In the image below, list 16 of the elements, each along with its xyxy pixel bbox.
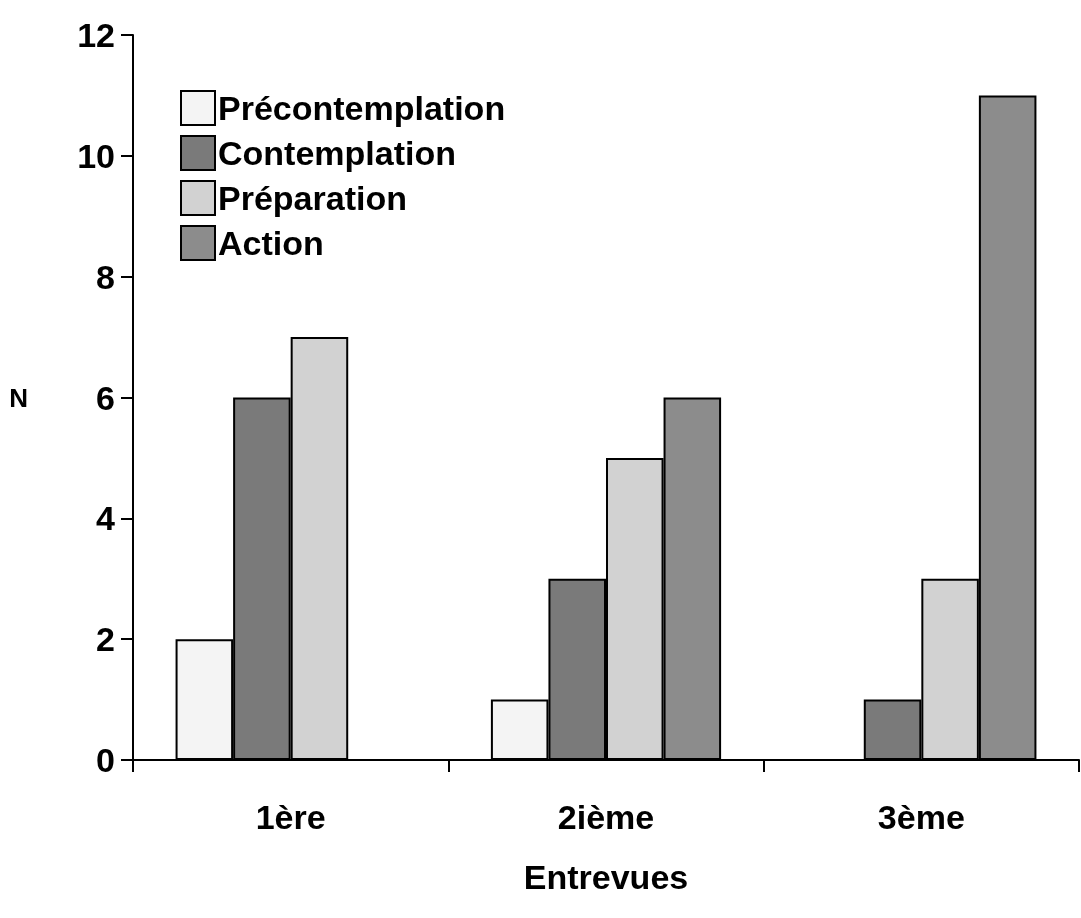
y-tick-label: 10 (77, 136, 115, 175)
legend-label: Action (218, 224, 324, 262)
x-tick-label: 1ère (255, 798, 326, 836)
y-tick-label: 0 (96, 741, 115, 779)
legend-label: Préparation (218, 179, 407, 217)
legend-label: Contemplation (218, 134, 456, 172)
y-tick-label: 6 (96, 378, 115, 417)
legend-label: Précontemplation (218, 89, 506, 127)
y-tick-label: 4 (96, 499, 116, 538)
y-tick-label: 8 (96, 257, 115, 296)
x-tick-label: 3ème (877, 798, 965, 836)
x-axis-title: Entrevues (523, 858, 689, 896)
y-tick-label: 12 (77, 16, 115, 54)
y-tick-label: 2 (96, 620, 115, 659)
y-axis-title: N (9, 382, 28, 413)
x-tick-label: 2ième (557, 798, 655, 836)
